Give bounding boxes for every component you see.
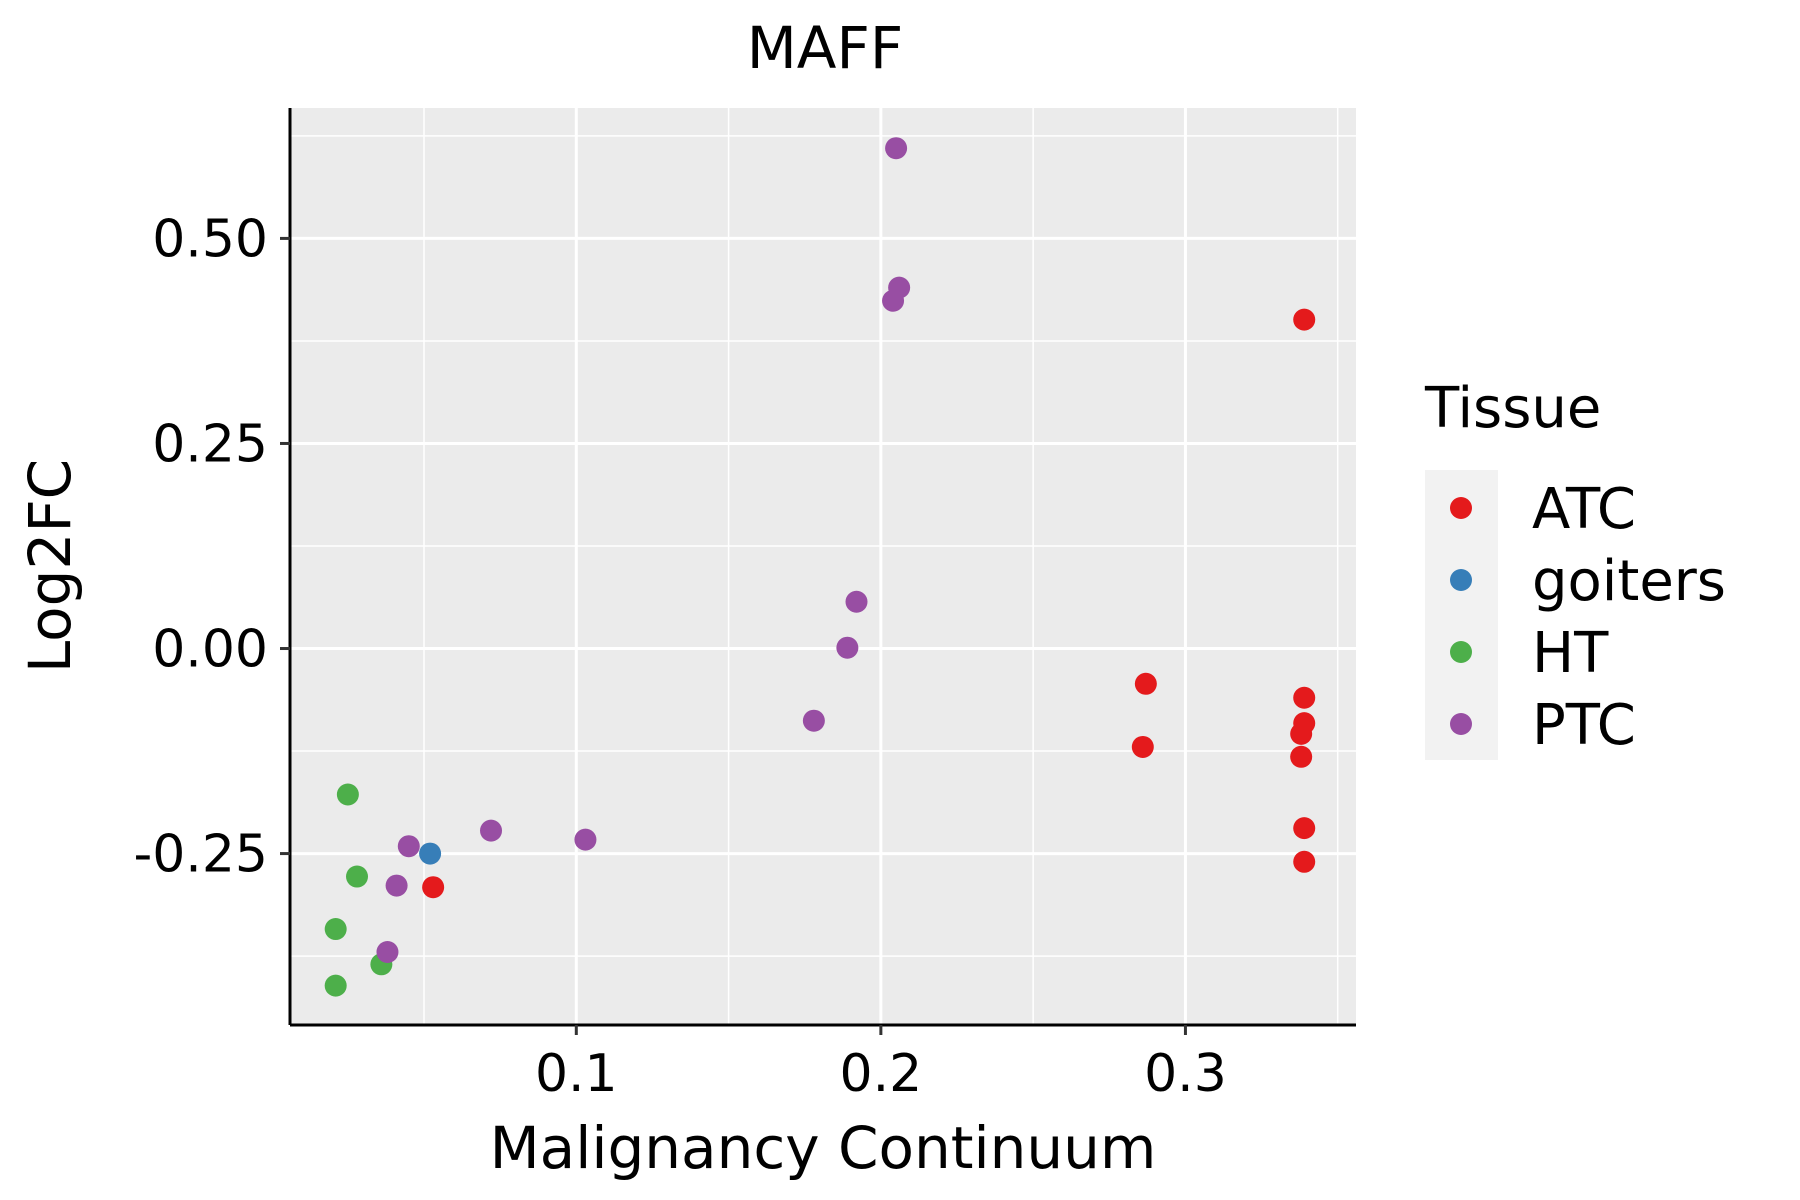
- legend-key-atc: [1450, 497, 1472, 519]
- x-tick-label: 0.3: [1144, 1044, 1227, 1104]
- y-axis-title: Log2FC: [16, 459, 84, 673]
- point-ht: [324, 918, 347, 941]
- legend-label-ht: HT: [1532, 621, 1609, 686]
- legend-key-goiters: [1450, 569, 1472, 591]
- point-ptc: [885, 137, 908, 160]
- point-atc: [1290, 745, 1313, 768]
- point-atc: [1293, 817, 1316, 840]
- plot-panel: [290, 108, 1356, 1025]
- point-atc: [1293, 850, 1316, 873]
- point-atc: [422, 876, 445, 899]
- point-atc: [1290, 722, 1313, 745]
- point-ptc: [882, 289, 905, 312]
- point-ptc: [385, 874, 408, 897]
- legend-label-ptc: PTC: [1532, 693, 1636, 758]
- point-atc: [1134, 672, 1157, 695]
- point-ptc: [836, 636, 859, 659]
- point-goiters: [419, 842, 442, 865]
- legend-label-goiters: goiters: [1532, 549, 1726, 614]
- point-ptc: [802, 709, 825, 732]
- legend-label-atc: ATC: [1532, 477, 1636, 542]
- minor-gridlines: [290, 108, 1356, 1025]
- point-ptc: [397, 835, 420, 858]
- point-ht: [346, 865, 369, 888]
- y-tick-label: 0.50: [152, 209, 268, 269]
- point-ptc: [845, 590, 868, 613]
- point-ptc: [376, 941, 399, 964]
- x-tick-label: 0.2: [840, 1044, 923, 1104]
- y-tick-label: -0.25: [133, 825, 268, 885]
- y-tick-label: 0.25: [152, 414, 268, 474]
- point-ht: [336, 783, 359, 806]
- x-axis-ticks: 0.1 0.2 0.3: [535, 1025, 1227, 1104]
- data-points: [324, 137, 1316, 997]
- point-ht: [324, 974, 347, 997]
- chart-title: MAFF: [747, 14, 903, 82]
- legend-key-ptc: [1450, 713, 1472, 735]
- y-axis-ticks: -0.25 0.00 0.25 0.50: [133, 209, 290, 885]
- legend-title: Tissue: [1424, 376, 1601, 441]
- y-tick-label: 0.00: [152, 620, 268, 680]
- point-atc: [1293, 308, 1316, 331]
- point-ptc: [480, 819, 503, 842]
- point-atc: [1293, 686, 1316, 709]
- legend-entries: ATC goiters HT PTC: [1450, 477, 1726, 758]
- major-gridlines: [290, 108, 1356, 1025]
- x-tick-label: 0.1: [535, 1044, 618, 1104]
- x-axis-title: Malignancy Continuum: [490, 1114, 1157, 1182]
- legend-key-ht: [1450, 641, 1472, 663]
- point-ptc: [574, 828, 597, 851]
- legend: Tissue ATC goiters HT PTC: [1424, 376, 1726, 760]
- point-atc: [1131, 735, 1154, 758]
